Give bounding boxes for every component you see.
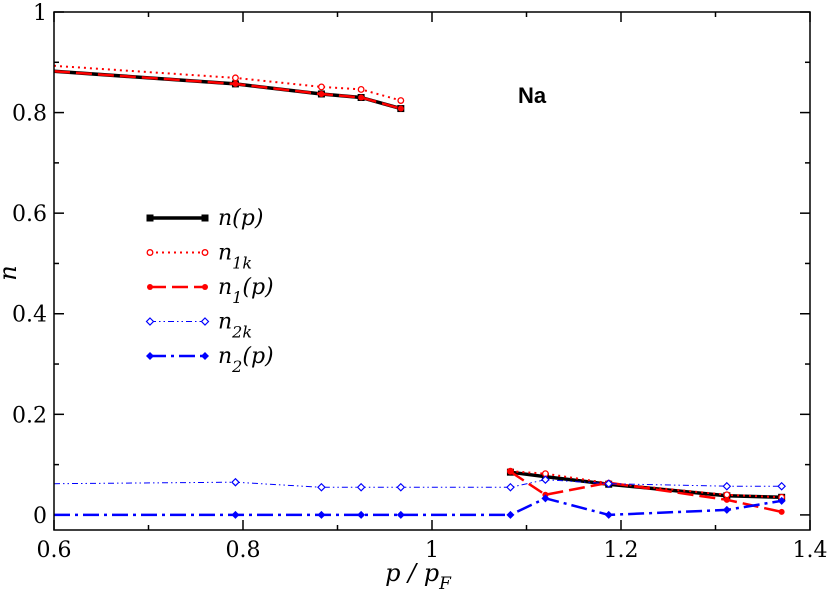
y-tick-label: 0.8 <box>12 102 47 127</box>
legend-label: n1k <box>218 241 252 273</box>
data-point <box>357 510 366 519</box>
legend-marker <box>201 352 209 360</box>
legend-label-main: n <box>218 310 232 335</box>
axis-ticks <box>53 11 811 530</box>
data-point <box>506 482 515 492</box>
series-line <box>53 479 782 488</box>
legend-marker <box>202 284 208 290</box>
legend-marker <box>145 317 155 326</box>
data-point <box>357 85 365 93</box>
data-point <box>778 508 785 515</box>
data-point <box>604 510 613 519</box>
legend-marker <box>146 352 154 360</box>
legend-label-sub: 1 <box>232 288 242 307</box>
y-tick-label: 0.2 <box>12 403 47 428</box>
series-n2-p- <box>54 494 786 519</box>
series-layer <box>53 64 786 519</box>
legend-label: n1(p) <box>218 275 274 307</box>
legend-label-tail: (p) <box>242 275 273 300</box>
y-tick-label: 0.6 <box>12 202 47 227</box>
annotation-na: Na <box>518 83 547 108</box>
data-point <box>507 468 514 475</box>
data-point <box>396 510 405 519</box>
y-tick-label: 0 <box>33 504 47 529</box>
x-tick-label: 0.8 <box>226 538 261 563</box>
y-tick-label: 0.4 <box>12 303 47 328</box>
legend-label-sub: 2k <box>231 323 252 342</box>
series-n1-p- <box>53 70 785 515</box>
legend-label-main: n <box>218 241 232 266</box>
data-point <box>317 83 325 91</box>
data-point <box>722 505 731 514</box>
legend-marker <box>146 214 154 222</box>
series-line <box>509 470 782 514</box>
y-axis-title: n <box>0 265 22 280</box>
legend-marker <box>201 249 209 256</box>
legend-marker <box>201 214 209 222</box>
legend-label-sub: 2 <box>231 357 242 376</box>
series-line <box>53 70 402 110</box>
series-n1k <box>53 64 786 501</box>
x-axis-title: p / pF <box>385 559 452 594</box>
data-point <box>317 510 326 519</box>
data-point <box>777 496 786 505</box>
data-point <box>232 80 239 87</box>
series-n2k <box>53 475 786 492</box>
data-point <box>231 477 240 487</box>
data-point <box>231 510 240 519</box>
data-point <box>506 510 515 519</box>
legend-marker <box>200 317 210 326</box>
legend-label: n2k <box>218 310 252 342</box>
x-axis-title-main: p / p <box>385 559 439 587</box>
legend-label-main: n <box>218 275 232 300</box>
legend-label-main: n <box>218 344 232 369</box>
data-point <box>722 481 732 491</box>
x-axis-title-sub: F <box>438 574 452 594</box>
y-tick-label: 1 <box>33 1 47 26</box>
x-tick-label: 0.6 <box>37 538 72 563</box>
data-point <box>541 494 550 503</box>
legend-marker <box>146 249 154 256</box>
data-point <box>231 74 239 82</box>
data-point <box>777 481 786 491</box>
legend-label-sub: 1k <box>232 254 252 273</box>
tick-labels: 0.6 0.8 1 1.2 1.4 0 0.2 0.4 0.6 0.8 1 <box>12 1 828 563</box>
x-tick-label: 1.4 <box>793 538 828 563</box>
data-point <box>317 482 326 492</box>
x-tick-label: 1 <box>425 538 439 563</box>
legend-label: n(p) <box>218 206 263 231</box>
data-point <box>397 105 404 112</box>
data-point <box>397 97 405 104</box>
data-point <box>541 475 550 485</box>
x-tick-label: 1.2 <box>604 538 639 563</box>
data-point <box>723 491 731 499</box>
data-point <box>358 94 365 101</box>
series-line <box>53 69 402 111</box>
data-point <box>723 496 730 503</box>
data-point <box>604 479 614 489</box>
legend-label-tail: (p) <box>242 344 273 369</box>
series-line <box>54 497 782 517</box>
data-point <box>396 482 406 492</box>
data-point <box>356 482 366 492</box>
plot-frame <box>53 11 811 531</box>
data-point <box>318 90 325 97</box>
series-line <box>53 64 402 102</box>
legend-label-main: n(p) <box>218 206 263 231</box>
legend-label: n2(p) <box>218 344 274 376</box>
legend-marker <box>147 284 153 290</box>
